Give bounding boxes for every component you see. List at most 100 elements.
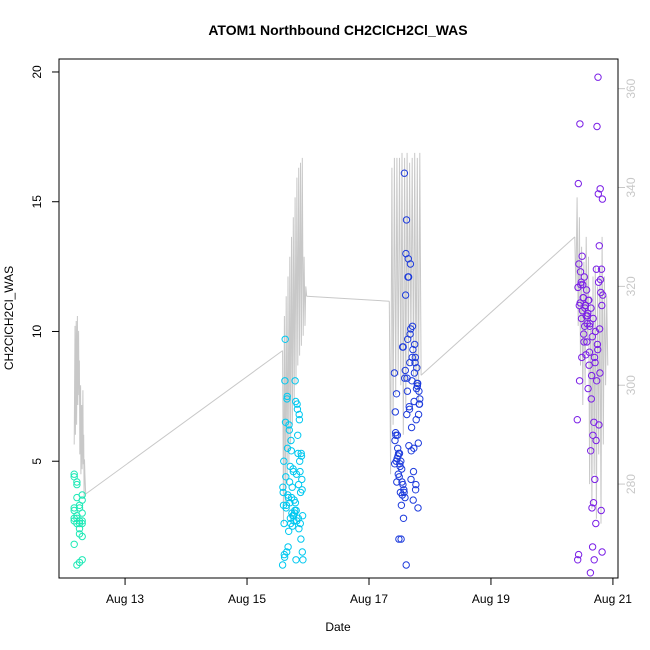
data-point [579,294,587,302]
data-point [399,343,407,351]
data-point [400,488,408,497]
data-point [402,249,410,258]
data-point [287,436,295,445]
data-point [410,444,418,452]
data-point [574,550,583,559]
data-point [392,390,401,398]
data-point [592,436,600,445]
data-point [589,431,597,439]
data-point [293,405,302,413]
data-point [591,327,600,336]
data-point [406,358,414,367]
chart-title: ATOM1 Northbound CH2ClCH2Cl_WAS [208,22,467,38]
data-point [574,179,582,188]
data-point [590,556,598,564]
data-point [410,397,418,406]
data-point [394,444,402,452]
data-point [281,335,289,343]
data-point [287,447,295,455]
data-point [574,556,582,564]
data-point [292,556,300,564]
data-point [401,374,409,382]
data-point [575,377,584,385]
x-tick-label: Aug 17 [350,592,388,606]
data-point [589,499,598,507]
data-point [580,330,588,338]
data-point [289,512,298,520]
data-point [595,421,603,429]
data-point [289,467,297,476]
data-point [283,548,291,556]
data-point [586,569,595,577]
data-point [279,488,287,497]
data-point [409,345,417,354]
data-point [583,338,591,346]
data-point [297,452,306,460]
data-point [410,369,419,377]
data-point [298,548,306,556]
data-point [280,550,288,559]
data-point [402,216,411,224]
data-point [280,519,288,528]
data-point [297,449,305,458]
data-point [78,517,86,525]
data-point [594,278,603,286]
data-point [295,410,303,419]
data-point [281,377,289,385]
data-point [283,395,291,403]
data-point [405,405,414,413]
data-point [408,377,416,385]
data-point [279,501,288,509]
data-point [576,268,585,276]
data-point [402,561,410,569]
data-point [401,366,409,375]
data-point [400,486,408,494]
data-point [577,314,586,323]
data-point [593,122,601,131]
data-point [287,493,296,502]
data-point [405,403,413,411]
data-point [407,475,415,484]
data-point [291,499,300,507]
data-point [397,501,406,509]
data-point [592,519,600,528]
data-point [591,358,599,367]
data-point [415,387,423,395]
y2-tick-label: 360 [624,78,638,98]
data-point [280,457,288,465]
data-point [296,519,304,528]
data-point [299,556,307,564]
data-point [70,540,78,548]
data-point [593,340,602,349]
data-point [411,486,420,494]
data-point [293,400,301,408]
data-point [282,473,290,481]
data-point [70,517,78,525]
x-axis: Aug 13 Aug 15 Aug 17 Aug 19 Aug 21 [106,577,632,606]
data-point [391,436,399,445]
data-point [284,543,292,551]
data-point [294,480,303,489]
data-point [75,504,84,512]
data-point [581,301,589,310]
data-point [285,478,294,486]
y-tick-label: 20 [30,65,44,79]
y2-tick-label: 300 [624,375,638,395]
x-tick-label: Aug 19 [472,592,510,606]
data-point [70,470,78,478]
data-point [585,361,593,369]
x-tick-label: Aug 21 [594,592,632,606]
data-point [78,556,86,564]
data-point [291,377,299,385]
data-point [576,120,584,128]
line-segment [73,315,87,499]
data-point [285,527,293,535]
data-point [404,335,412,343]
y-tick-label: 15 [30,195,44,209]
data-point [403,387,412,395]
data-point [278,561,287,569]
data-point [586,320,594,328]
plot-frame [58,58,619,579]
line-segment [282,157,308,524]
data-point [397,535,405,543]
